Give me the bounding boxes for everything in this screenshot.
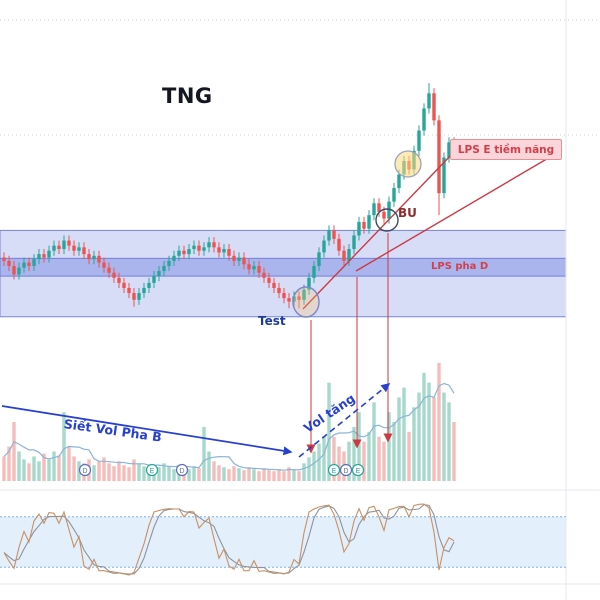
event-marker-icon [351, 463, 365, 477]
event-marker-icon [175, 463, 189, 477]
svg-text:E: E [332, 468, 337, 475]
bu-circle [375, 208, 399, 232]
event-marker-icon [145, 463, 159, 477]
trend-line [355, 149, 563, 272]
annotation-drawings[interactable] [1, 149, 563, 458]
price-zones [0, 229, 567, 318]
svg-text:D: D [179, 468, 184, 475]
event-marker-icon [339, 463, 353, 477]
oscillator-pane [0, 503, 566, 576]
symbol-title-annotation[interactable]: TNG [162, 84, 213, 108]
highlight-circle [394, 150, 422, 178]
test-annotation[interactable]: Test [258, 314, 286, 328]
svg-text:D: D [343, 468, 348, 475]
bu-annotation[interactable]: BU [398, 206, 417, 220]
test-circle [292, 286, 320, 318]
grid-lines [0, 19, 600, 136]
svg-text:D: D [82, 468, 87, 475]
lps-e-label[interactable]: LPS E tiềm năng [450, 139, 562, 160]
event-marker-icon [327, 463, 341, 477]
trend-line [302, 150, 456, 310]
svg-text:E: E [150, 468, 155, 475]
svg-text:E: E [356, 468, 361, 475]
lps-pha-d-label[interactable]: LPS pha D [431, 261, 489, 272]
siet-vol-arrow [1, 405, 293, 456]
event-marker-icon [78, 463, 92, 477]
